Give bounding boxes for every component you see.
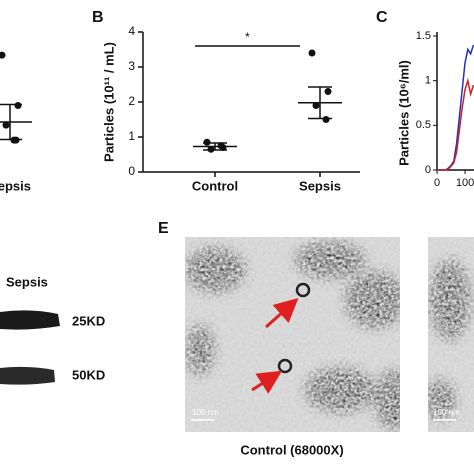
panel-label: E: [158, 220, 169, 237]
x-tick-label: Control: [192, 178, 238, 193]
micrograph-image: 100 nm: [185, 237, 400, 432]
data-point: [2, 121, 10, 129]
y-tick-label: 2: [128, 94, 135, 108]
y-tick-label: 0: [425, 164, 431, 176]
error-bar: [0, 103, 22, 141]
data-point: [324, 88, 332, 95]
caption: Control (68000X): [240, 442, 343, 457]
scale-bar-label: 100 nm: [192, 408, 219, 417]
data-point: [14, 102, 22, 109]
micrographs: E 100 nm Control (68000X) 10: [158, 220, 474, 457]
panel-label: B: [92, 9, 104, 26]
x-tick-label: 0: [434, 177, 440, 189]
arrow: [265, 298, 299, 329]
significance-label: *: [245, 30, 250, 44]
y-tick-label: 1: [128, 129, 135, 143]
band: [0, 310, 60, 330]
data-point: [312, 102, 320, 109]
band: [0, 366, 55, 385]
micrograph-image: 100 nm: [428, 237, 474, 432]
error-bar: [308, 86, 332, 120]
band-label: 50KD: [72, 367, 105, 382]
band-label: 25KD: [72, 313, 105, 328]
data-point: [0, 51, 6, 59]
data-point: [322, 116, 330, 123]
blot-header: Sepsis: [6, 274, 48, 289]
arrow: [251, 370, 283, 394]
y-axis-label: Particles (10¹¹ / mL): [101, 42, 116, 162]
y-axis-label: Particles (10⁶/ml): [396, 60, 411, 166]
x-tick-label: 100: [456, 177, 474, 189]
x-tick-label: Sepsis: [299, 178, 341, 193]
x-tick-label: Sepsis: [0, 178, 31, 193]
scale-bar-label: 100 nm: [433, 408, 460, 417]
y-tick-label: 1: [425, 75, 431, 87]
panel-label: C: [376, 9, 388, 26]
y-tick-label: 0.5: [416, 119, 431, 131]
error-bar: [203, 142, 227, 151]
western-blot: Sepsis 25KD 50KD: [0, 274, 105, 385]
data-point: [308, 49, 316, 57]
y-tick-label: 0: [128, 164, 135, 178]
y-tick-label: 4: [128, 24, 135, 38]
data-line: [437, 77, 474, 171]
y-tick-label: 1.5: [416, 30, 431, 42]
y-tick-label: 3: [128, 59, 135, 73]
data-line: [437, 44, 474, 171]
